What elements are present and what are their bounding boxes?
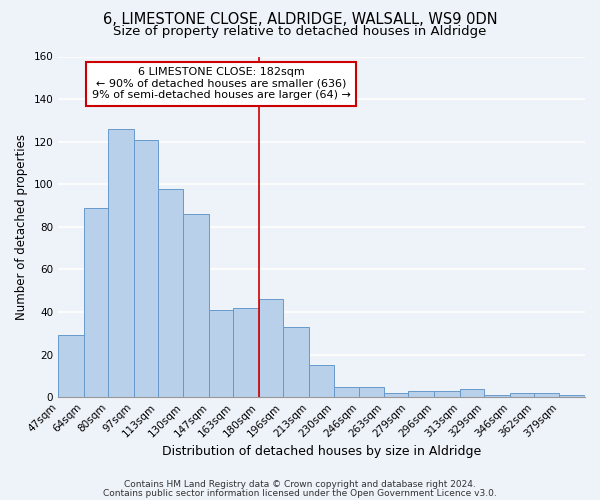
Bar [283,327,309,397]
Bar [108,129,134,397]
Bar [509,393,533,397]
Y-axis label: Number of detached properties: Number of detached properties [15,134,28,320]
X-axis label: Distribution of detached houses by size in Aldridge: Distribution of detached houses by size … [162,444,481,458]
Bar [484,395,509,397]
Bar [384,393,409,397]
Bar [460,388,484,397]
Text: Contains public sector information licensed under the Open Government Licence v3: Contains public sector information licen… [103,488,497,498]
Bar [58,336,84,397]
Bar [409,391,434,397]
Bar [134,140,158,397]
Bar [533,393,559,397]
Text: 6 LIMESTONE CLOSE: 182sqm
← 90% of detached houses are smaller (636)
9% of semi-: 6 LIMESTONE CLOSE: 182sqm ← 90% of detac… [92,67,350,100]
Text: 6, LIMESTONE CLOSE, ALDRIDGE, WALSALL, WS9 0DN: 6, LIMESTONE CLOSE, ALDRIDGE, WALSALL, W… [103,12,497,28]
Bar [184,214,209,397]
Bar [309,366,334,397]
Text: Contains HM Land Registry data © Crown copyright and database right 2024.: Contains HM Land Registry data © Crown c… [124,480,476,489]
Bar [158,188,184,397]
Bar [259,300,283,397]
Text: Size of property relative to detached houses in Aldridge: Size of property relative to detached ho… [113,25,487,38]
Bar [434,391,460,397]
Bar [233,308,259,397]
Bar [359,386,384,397]
Bar [334,386,359,397]
Bar [84,208,108,397]
Bar [559,395,585,397]
Bar [209,310,233,397]
